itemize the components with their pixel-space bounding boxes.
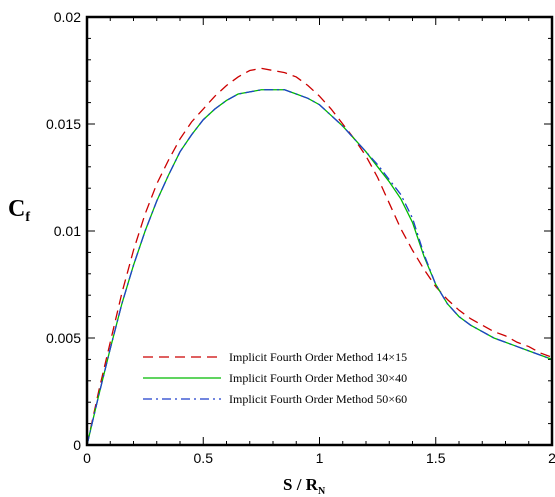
series-line-3	[86, 89, 553, 446]
y-axis-title: Cf	[8, 196, 30, 225]
legend: Implicit Fourth Order Method 14×15 Implic…	[143, 350, 407, 406]
y-tick-label: 0	[73, 437, 81, 453]
x-axis-title: S / RN	[283, 475, 326, 497]
y-axis-title-main: C	[8, 196, 25, 222]
x-axis-title-sub: N	[318, 486, 326, 497]
series-lines	[86, 67, 553, 446]
y-tick-label: 0.005	[46, 330, 81, 346]
x-tick-label: 0.5	[194, 450, 214, 466]
x-tick-label: 1	[316, 450, 324, 466]
legend-label-2: Implicit Fourth Order Method 30×40	[229, 371, 407, 385]
y-tick-label: 0.015	[46, 116, 81, 132]
plot-frame	[85, 15, 554, 447]
legend-label-3: Implicit Fourth Order Method 50×60	[229, 392, 407, 406]
x-tick-label: 0	[83, 450, 91, 466]
legend-label-1: Implicit Fourth Order Method 14×15	[229, 350, 407, 364]
x-tick-label: 2	[548, 450, 555, 466]
y-tick-label: 0.02	[54, 9, 81, 25]
x-tick-label: 1.5	[426, 450, 446, 466]
y-axis-title-sub: f	[25, 210, 30, 225]
series-line-1	[86, 67, 553, 446]
x-axis-title-main: S / R	[283, 475, 319, 494]
y-tick-label: 0.01	[54, 223, 81, 239]
